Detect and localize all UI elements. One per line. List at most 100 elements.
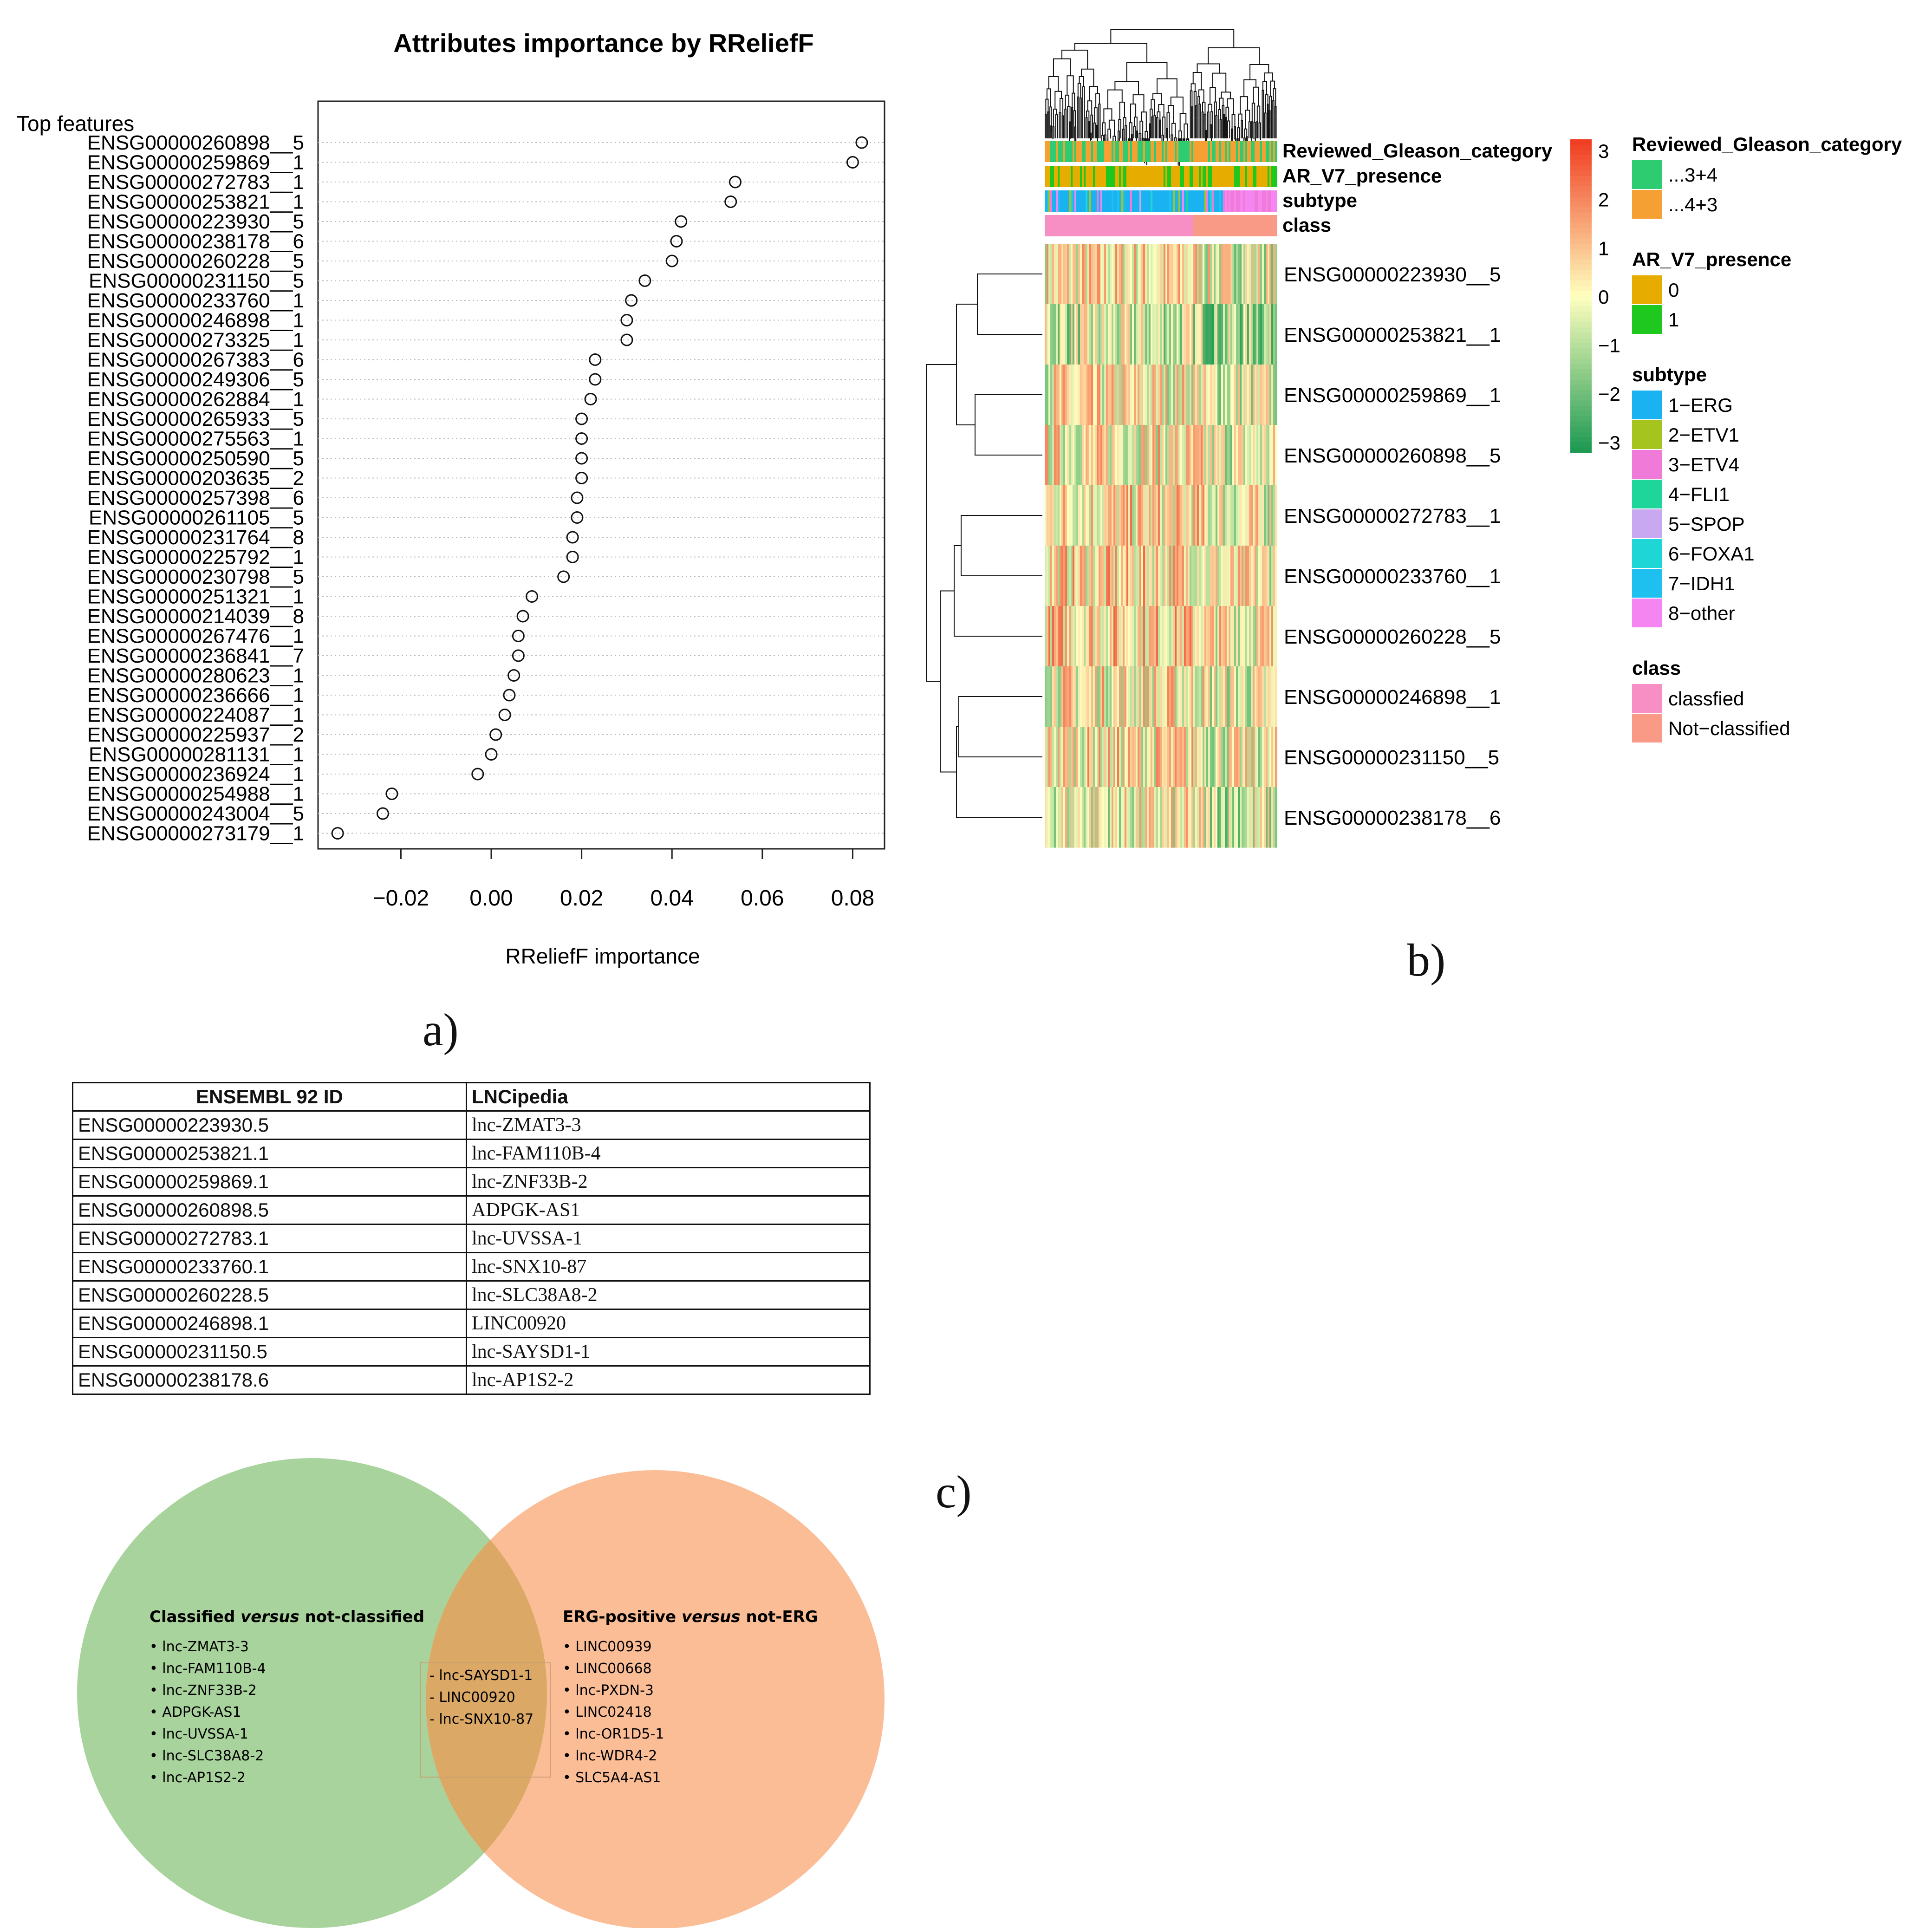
heatmap-cell <box>1255 727 1257 788</box>
heatmap-cell <box>1256 244 1259 305</box>
heatmap-cell <box>1247 666 1249 727</box>
heatmap-cell <box>1117 546 1119 606</box>
class-track-cell <box>1245 215 1248 236</box>
gleason-track-cell <box>1102 141 1105 162</box>
heatmap-cell <box>1069 546 1071 606</box>
heatmap-cell <box>1227 546 1229 606</box>
heatmap-cell <box>1091 365 1093 425</box>
heatmap-cell <box>1201 727 1203 788</box>
heatmap-cell <box>1229 365 1231 425</box>
importance-point <box>376 807 389 820</box>
heatmap-cell <box>1126 727 1129 788</box>
arv7-track-cell <box>1230 166 1233 187</box>
heatmap-cell <box>1045 606 1047 667</box>
gleason-track-cell <box>1162 141 1164 162</box>
heatmap-cell <box>1175 727 1177 788</box>
gleason-track-cell <box>1225 141 1227 162</box>
heatmap-cell <box>1089 606 1092 667</box>
heatmap-cell <box>1119 787 1121 848</box>
heatmap-cell <box>1197 425 1199 486</box>
subtype-track-cell <box>1143 190 1145 212</box>
heatmap-cell <box>1104 546 1106 606</box>
class-track-cell <box>1240 215 1242 236</box>
subtype-track-cell <box>1190 190 1192 212</box>
heatmap-cell <box>1214 365 1216 425</box>
subtype-track-cell <box>1156 190 1158 212</box>
heatmap-cell <box>1063 365 1066 425</box>
heatmap-cell <box>1197 606 1199 667</box>
heatmap-cell <box>1134 546 1136 606</box>
heatmap-cell <box>1147 606 1149 667</box>
heatmap-cell <box>1253 304 1255 365</box>
heatmap-cell <box>1156 666 1158 727</box>
class-track-cell <box>1126 215 1129 236</box>
heatmap-cell <box>1230 485 1233 546</box>
legend-title: Reviewed_Gleason_category <box>1632 133 1902 155</box>
heatmap-cell <box>1253 666 1255 727</box>
heatmap-cell <box>1184 425 1186 486</box>
heatmap-cell <box>1136 304 1138 365</box>
heatmap-cell <box>1188 304 1190 365</box>
heatmap-cell <box>1123 425 1125 486</box>
importance-point <box>385 788 398 800</box>
class-track-cell <box>1219 215 1222 236</box>
arv7-track-cell <box>1271 166 1274 187</box>
heatmap-cell <box>1178 787 1181 848</box>
subtype-track-cell <box>1089 190 1092 212</box>
subtype-track-cell <box>1171 190 1173 212</box>
heatmap-cell <box>1160 425 1162 486</box>
heatmap-cell <box>1147 485 1149 546</box>
heatmap-cell <box>1242 787 1244 848</box>
feature-label: ENSG00000249306__5 <box>87 368 304 391</box>
heatmap-cell <box>1143 727 1145 788</box>
legend-label: 7−IDH1 <box>1668 573 1735 594</box>
panel-label-b: b) <box>1407 934 1446 986</box>
gleason-track-cell <box>1074 141 1077 162</box>
heatmap-cell <box>1169 787 1171 848</box>
heatmap-cell <box>1184 606 1186 667</box>
dendrogram-branch <box>1071 107 1073 126</box>
heatmap-cell <box>1056 304 1058 365</box>
heatmap-cell <box>1208 787 1210 848</box>
heatmap-cell <box>1199 666 1201 727</box>
heatmap-cell <box>1243 606 1246 667</box>
heatmap-cell <box>1193 787 1196 848</box>
arv7-track-cell <box>1050 166 1053 187</box>
subtype-track-cell <box>1099 190 1101 212</box>
heatmap-cell <box>1212 304 1214 365</box>
arv7-track-cell <box>1164 166 1166 187</box>
venn-bullet: • <box>150 1726 162 1742</box>
heatmap-cell <box>1264 787 1266 848</box>
heatmap-cell <box>1048 485 1051 546</box>
heatmap-cell <box>1147 666 1149 727</box>
heatmap-cell <box>1182 304 1184 365</box>
heatmap-cell <box>1100 244 1103 305</box>
heatmap-cell <box>1173 727 1175 788</box>
subtype-track-cell <box>1203 190 1205 212</box>
heatmap-cell <box>1073 787 1075 848</box>
arv7-track-cell <box>1247 166 1249 187</box>
class-track-cell <box>1186 215 1188 236</box>
heatmap-cell <box>1087 727 1090 788</box>
heatmap-cell <box>1180 365 1183 425</box>
arv7-track-cell <box>1121 166 1123 187</box>
heatmap-cell <box>1262 244 1264 305</box>
heatmap-cell <box>1230 666 1233 727</box>
importance-point <box>620 333 633 346</box>
heatmap-cell <box>1210 727 1212 788</box>
dendrogram-branch <box>1114 81 1139 95</box>
heatmap-cell <box>1240 485 1242 546</box>
heatmap-cell <box>1236 787 1238 848</box>
arv7-track-cell <box>1258 166 1261 187</box>
gleason-track-cell <box>1156 141 1158 162</box>
heatmap-cell <box>1102 365 1105 425</box>
heatmap-cell <box>1203 666 1205 727</box>
subtype-track-cell <box>1164 190 1166 212</box>
gleason-track-cell <box>1234 141 1236 162</box>
heatmap-cell <box>1195 546 1197 606</box>
heatmap-cell <box>1199 365 1201 425</box>
heatmap-cell <box>1065 727 1067 788</box>
heatmap-cell <box>1216 546 1218 606</box>
gleason-track-cell <box>1262 141 1264 162</box>
heatmap-cell <box>1154 304 1157 365</box>
